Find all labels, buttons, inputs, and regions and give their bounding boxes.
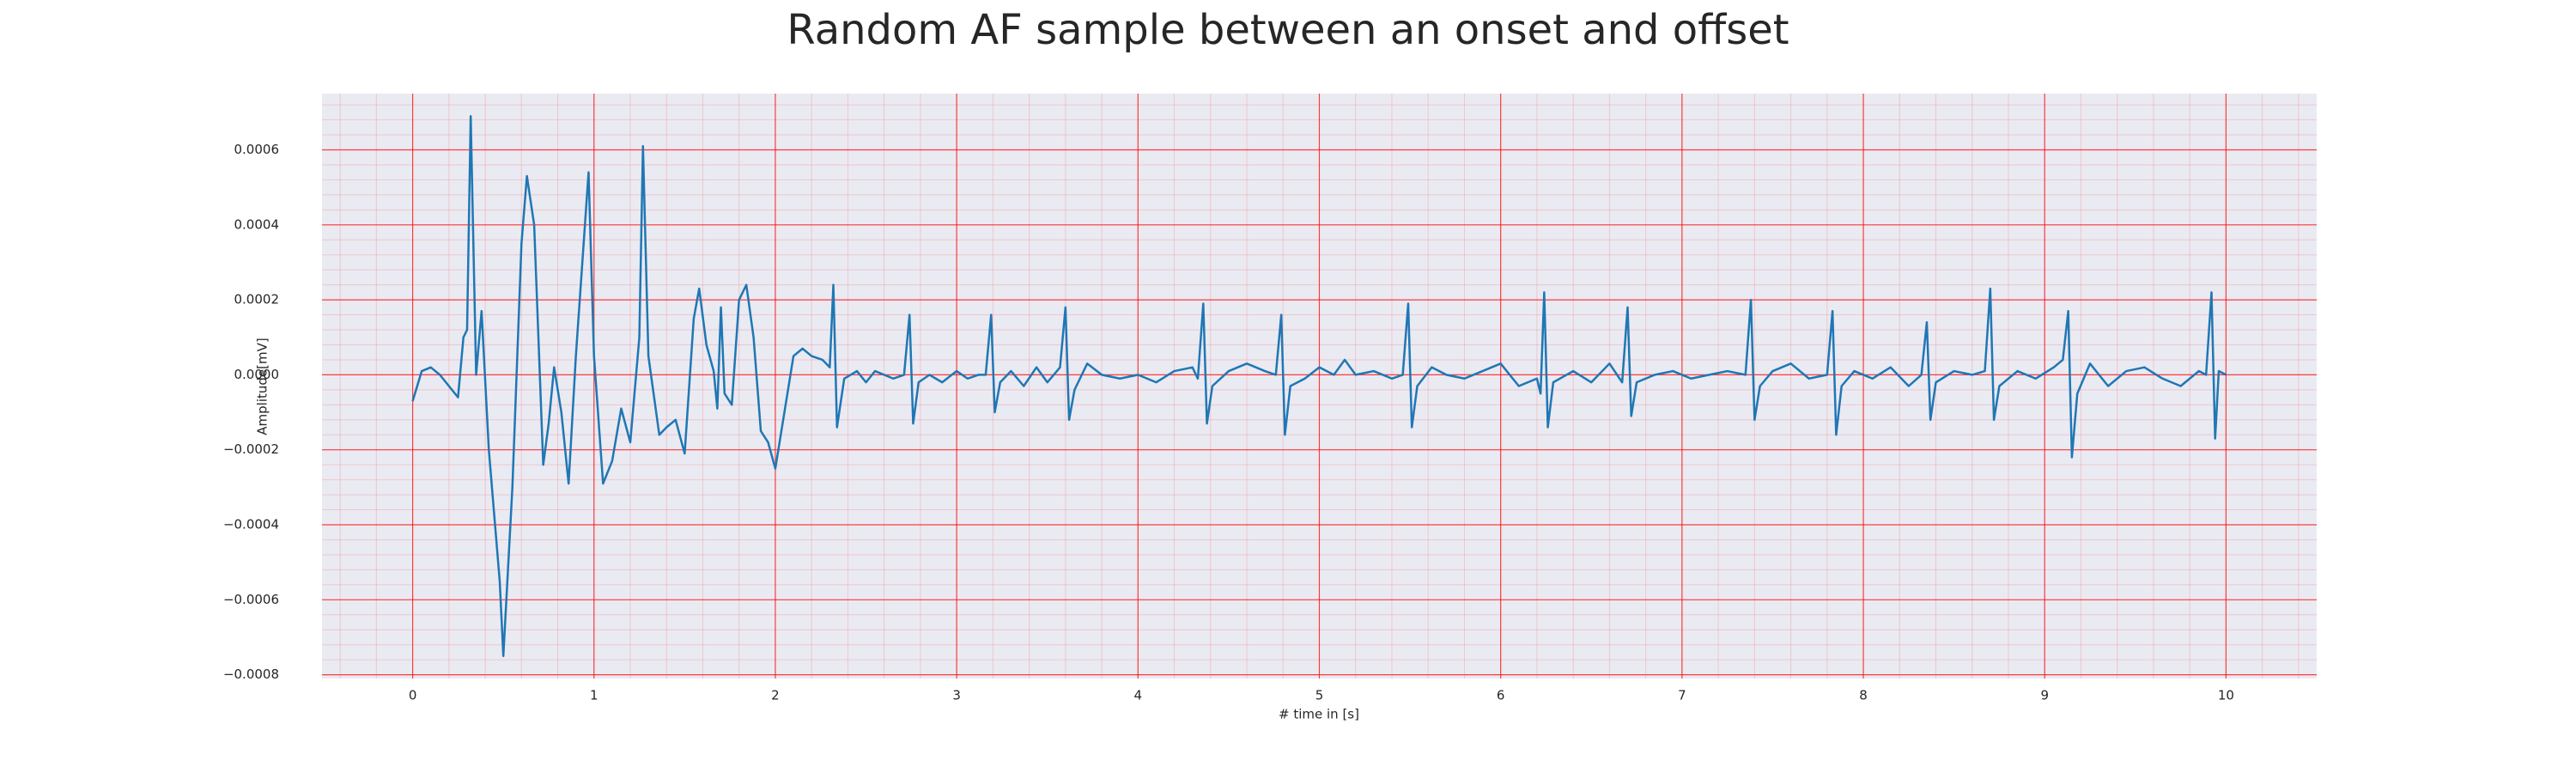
x-tick-label: 10 bbox=[2218, 688, 2234, 703]
y-tick-label: 0.0002 bbox=[234, 292, 280, 307]
x-axis-label: # time in [s] bbox=[1279, 707, 1359, 722]
x-tick-label: 7 bbox=[1678, 688, 1686, 703]
x-tick-label: 4 bbox=[1134, 688, 1143, 703]
grid bbox=[322, 94, 2317, 679]
x-tick-label: 9 bbox=[2040, 688, 2049, 703]
x-tick-label: 0 bbox=[409, 688, 417, 703]
y-tick-label: −0.0004 bbox=[223, 517, 279, 533]
x-tick-label: 2 bbox=[771, 688, 780, 703]
x-tick-label: 8 bbox=[1859, 688, 1868, 703]
y-tick-label: 0.0004 bbox=[234, 216, 280, 232]
y-tick-label: −0.0002 bbox=[223, 441, 279, 457]
x-tick-label: 6 bbox=[1497, 688, 1505, 703]
y-axis-label: Amplitude[mV] bbox=[255, 338, 270, 435]
y-tick-label: 0.0000 bbox=[234, 367, 280, 382]
x-tick-label: 1 bbox=[590, 688, 598, 703]
chart-title: Random AF sample between an onset and of… bbox=[787, 6, 1789, 54]
y-tick-label: −0.0006 bbox=[223, 592, 279, 607]
y-tick-label: 0.0006 bbox=[234, 142, 280, 157]
x-tick-label: 5 bbox=[1315, 688, 1324, 703]
y-tick-label: −0.0008 bbox=[223, 666, 279, 682]
line-series bbox=[411, 114, 2227, 658]
x-tick-label: 3 bbox=[952, 688, 961, 703]
